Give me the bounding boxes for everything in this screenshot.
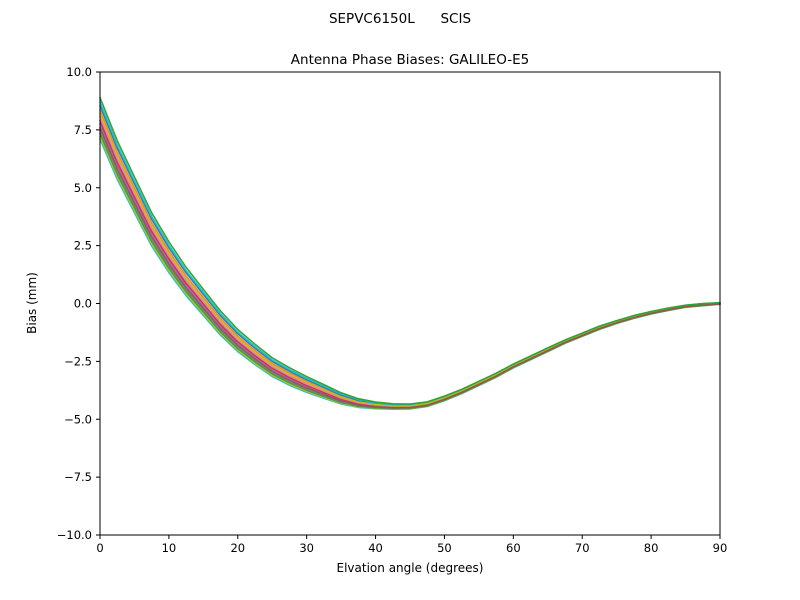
x-tick-label: 40 <box>368 541 383 555</box>
y-tick-label: −5.0 <box>64 412 92 426</box>
x-tick-label: 30 <box>299 541 314 555</box>
x-tick-label: 80 <box>644 541 659 555</box>
series-line <box>99 126 721 409</box>
x-tick-label: 90 <box>713 541 728 555</box>
y-tick-label: −2.5 <box>64 354 92 368</box>
y-tick-label: 7.5 <box>74 123 92 137</box>
y-tick-label: 10.0 <box>66 65 92 79</box>
x-tick-label: 50 <box>437 541 452 555</box>
series-line <box>99 96 721 405</box>
y-tick-label: 0.0 <box>74 297 92 311</box>
x-tick-label: 70 <box>575 541 590 555</box>
axes-title: Antenna Phase Biases: GALILEO-E5 <box>291 52 529 68</box>
series-line <box>99 112 721 407</box>
axes: 0 10 20 30 40 50 60 70 80 90 −10.0 −7.5 −5.0 −2.5 0.0 2… <box>57 65 728 555</box>
x-axis-label: Elvation angle (degrees) <box>337 561 484 575</box>
y-tick-label: 2.5 <box>74 239 92 253</box>
x-tick-label: 10 <box>162 541 177 555</box>
figure-title: SEPVC6150L SCIS <box>329 11 471 27</box>
y-axis-label: Bias (mm) <box>25 272 39 334</box>
x-tick-label: 20 <box>230 541 245 555</box>
series-lines <box>99 96 721 411</box>
x-tick-label: 60 <box>506 541 521 555</box>
y-tick-label: −7.5 <box>64 470 92 484</box>
y-tick-label: −10.0 <box>57 528 92 542</box>
x-tick-label: 0 <box>96 541 103 555</box>
y-tick-label: 5.0 <box>74 181 92 195</box>
